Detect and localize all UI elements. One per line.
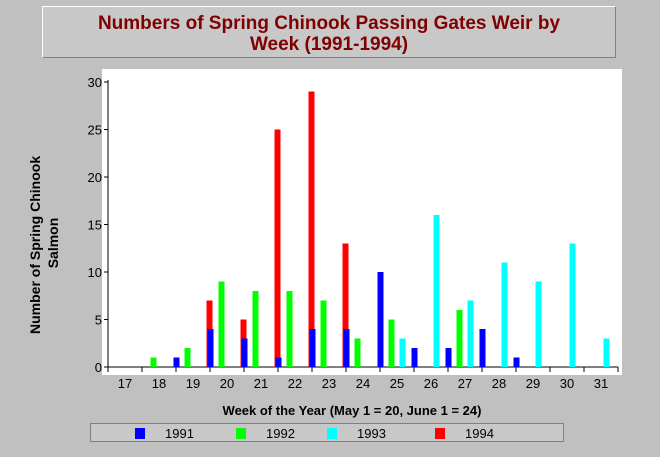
x-tick-label: 25 xyxy=(390,376,404,391)
y-tick-label: 15 xyxy=(88,218,102,233)
legend-label-1994: 1994 xyxy=(465,426,494,441)
bar-1992-week-24 xyxy=(354,338,361,367)
x-tick-label: 18 xyxy=(152,376,166,391)
bar-1994-week-22 xyxy=(308,91,315,367)
bar-1991-week-26 xyxy=(411,348,418,367)
plot-area-background xyxy=(102,69,622,375)
y-tick-label: 30 xyxy=(88,75,102,90)
x-tick-label: 28 xyxy=(492,376,506,391)
bar-1992-week-19 xyxy=(184,348,191,367)
bar-1993-week-29 xyxy=(535,281,542,367)
chart-title-line-2: Week (1991-1994) xyxy=(249,34,409,55)
x-axis-label: Week of the Year (May 1 = 20, June 1 = 2… xyxy=(223,403,482,418)
legend-label-1993: 1993 xyxy=(357,426,386,441)
x-tick-label: 19 xyxy=(186,376,200,391)
bar-1991-week-21 xyxy=(241,338,248,367)
x-tick-label: 24 xyxy=(356,376,370,391)
y-tick-label: 5 xyxy=(95,313,102,328)
x-tick-label: 20 xyxy=(220,376,234,391)
y-axis-label-line-2: Salmon xyxy=(45,218,61,269)
bar-1991-week-22 xyxy=(275,357,282,367)
bar-1991-week-20 xyxy=(207,329,214,367)
x-tick-label: 23 xyxy=(322,376,336,391)
bar-chart: 0 5 10 15 20 25 30 17 18 19 20 21 22 23 24 25 26 27 28 29 30… xyxy=(27,69,622,418)
plot-layer: 0 5 10 15 20 25 30 17 18 19 20 21 22 23 24 25 26 27 28 29 30… xyxy=(88,75,619,391)
legend-swatch-1994 xyxy=(435,428,445,439)
y-axis-label: Number of Spring Chinook Salmon xyxy=(27,152,61,334)
bar-1993-week-27 xyxy=(467,300,474,367)
bar-1993-week-26 xyxy=(433,215,440,367)
bar-1992-week-23 xyxy=(320,300,327,367)
bar-1991-week-28 xyxy=(479,329,486,367)
bar-1993-week-28 xyxy=(501,262,508,367)
bar-1991-week-27 xyxy=(445,348,452,367)
bar-1992-week-18 xyxy=(150,357,157,367)
bar-1992-week-20 xyxy=(218,281,225,367)
bar-1992-week-27 xyxy=(456,310,463,367)
bar-1994-week-23 xyxy=(342,243,349,367)
x-tick-label: 30 xyxy=(560,376,574,391)
x-tick-label: 21 xyxy=(254,376,268,391)
bar-1991-week-19 xyxy=(173,357,180,367)
bar-1992-week-21 xyxy=(252,291,259,367)
bar-1993-week-25 xyxy=(399,338,406,367)
bar-1991-week-23 xyxy=(309,329,316,367)
bar-1991-week-29 xyxy=(513,357,520,367)
legend-swatch-1992 xyxy=(236,428,246,439)
y-tick-label: 10 xyxy=(88,265,102,280)
x-tick-label: 17 xyxy=(118,376,132,391)
y-tick-label: 20 xyxy=(88,170,102,185)
bar-1994-week-21 xyxy=(274,129,281,367)
y-axis-label-line-1: Number of Spring Chinook xyxy=(27,156,43,334)
legend-swatch-1993 xyxy=(327,428,337,439)
legend-label-1991: 1991 xyxy=(165,426,194,441)
x-tick-label: 31 xyxy=(594,376,608,391)
y-tick-label: 0 xyxy=(95,360,102,375)
legend-swatch-1991 xyxy=(135,428,145,439)
bar-1993-week-30 xyxy=(569,243,576,367)
bar-1991-week-24 xyxy=(343,329,350,367)
legend: 1991 1992 1993 1994 xyxy=(90,423,564,442)
bar-1992-week-25 xyxy=(388,319,395,367)
chart-title-box: Numbers of Spring Chinook Passing Gates … xyxy=(42,6,616,58)
chart-title: Numbers of Spring Chinook Passing Gates … xyxy=(43,13,615,55)
bar-1993-week-31 xyxy=(603,338,610,367)
bar-1991-week-25 xyxy=(377,272,384,367)
legend-label-1992: 1992 xyxy=(266,426,295,441)
bar-1992-week-22 xyxy=(286,291,293,367)
x-tick-label: 26 xyxy=(424,376,438,391)
y-tick-label: 25 xyxy=(88,123,102,138)
x-tick-label: 29 xyxy=(526,376,540,391)
chart-title-line-1: Numbers of Spring Chinook Passing Gates … xyxy=(97,13,561,34)
x-tick-label: 27 xyxy=(458,376,472,391)
x-tick-label: 22 xyxy=(288,376,302,391)
